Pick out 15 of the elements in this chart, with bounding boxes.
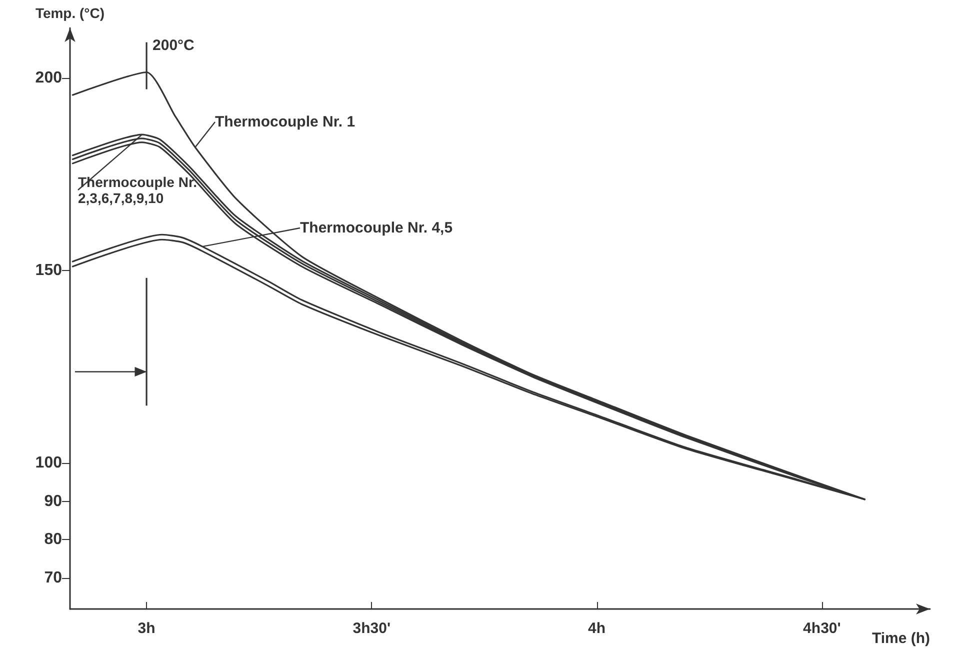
y-tick-label: 150 xyxy=(35,262,62,279)
text: Thermocouple Nr. 4,5 xyxy=(300,220,453,236)
y-axis-title: Temp. (°C) xyxy=(35,5,105,21)
x-tick-label: 4h xyxy=(588,620,606,637)
x-tick-label: 4h30' xyxy=(803,620,841,637)
x-axis-title: Time (h) xyxy=(872,630,930,647)
x-tick-label: 3h30' xyxy=(352,620,391,637)
y-tick-label: 200 xyxy=(35,70,62,87)
y-tick-label: 70 xyxy=(44,570,62,587)
y-tick-label: 90 xyxy=(44,492,62,510)
annotation: 200°C xyxy=(152,37,195,54)
series-label: Thermocouple Nr. 1 xyxy=(215,114,356,130)
y-tick-label: 100 xyxy=(35,454,62,472)
y-tick-label: 80 xyxy=(44,531,62,548)
x-tick-label: 3h xyxy=(138,620,156,637)
